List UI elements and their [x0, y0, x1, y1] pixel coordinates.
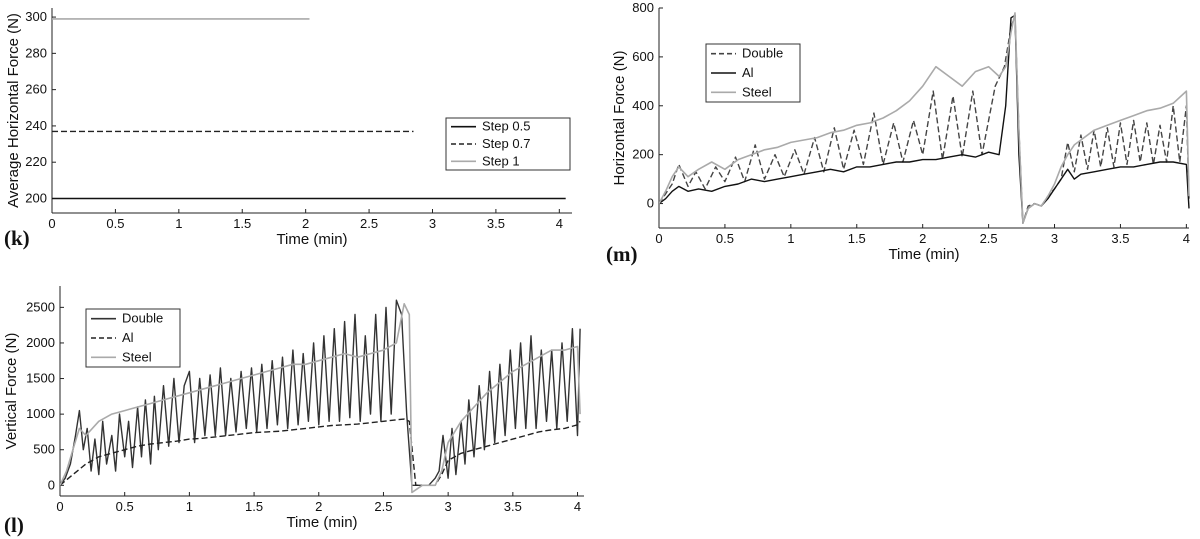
y-tick-label: 240 [25, 118, 47, 133]
x-tick-label: 1 [787, 231, 794, 246]
x-tick-label: 2 [302, 216, 309, 231]
x-tick-label: 3.5 [487, 216, 505, 231]
chart-l: 0 0.5 1 1.5 2 2.5 3 3.5 4 0 500 1000 1500 2000 2500 Tim… [3, 286, 584, 537]
series-line-steel [60, 302, 581, 494]
series-line-double [659, 14, 1190, 224]
x-tick-label: 0 [48, 216, 55, 231]
x-tick-label: 1 [175, 216, 182, 231]
y-tick-label: 200 [25, 190, 47, 205]
chart-m: 0 0.5 1 1.5 2 2.5 3 3.5 4 0 200 400 600 800 Time (min)… [606, 0, 1190, 266]
x-tick-label: 1.5 [233, 216, 251, 231]
y-axis-label: Average Horizontal Force (N) [5, 13, 22, 208]
x-tick-label: 1.5 [245, 499, 263, 514]
y-tick-label: 2000 [26, 335, 55, 350]
chart-k: 0 0.5 1 1.5 2 2.5 3 3.5 4 200 220 240 260 280 300 Time … [4, 8, 572, 250]
x-tick-label: 0.5 [106, 216, 124, 231]
y-tick-label: 220 [25, 154, 47, 169]
series-line-steel [659, 12, 1190, 224]
legend-label: Double [742, 46, 783, 61]
x-tick-label: 3.5 [504, 499, 522, 514]
panel-label: (m) [606, 242, 637, 266]
legend-label: Double [122, 311, 163, 326]
y-tick-label: 1000 [26, 406, 55, 421]
y-tick-label: 500 [33, 442, 55, 457]
legend-label: Steel [122, 349, 152, 364]
legend-label: Step 0.5 [482, 119, 530, 134]
x-tick-label: 4 [1183, 231, 1190, 246]
y-tick-label: 400 [632, 98, 654, 113]
series-line-double [60, 299, 581, 486]
x-tick-label: 1 [186, 499, 193, 514]
panel-label: (k) [4, 226, 30, 250]
x-tick-label: 3.5 [1111, 231, 1129, 246]
x-tick-label: 2 [919, 231, 926, 246]
x-tick-label: 0 [56, 499, 63, 514]
y-tick-label: 0 [48, 477, 55, 492]
x-tick-label: 2.5 [374, 499, 392, 514]
x-tick-label: 2 [315, 499, 322, 514]
y-tick-label: 200 [632, 147, 654, 162]
y-tick-label: 800 [632, 0, 654, 15]
panel-label: (l) [4, 513, 24, 537]
x-tick-label: 0.5 [716, 231, 734, 246]
x-tick-label: 2.5 [980, 231, 998, 246]
legend-label: Step 0.7 [482, 136, 530, 151]
legend-label: Step 1 [482, 153, 520, 168]
y-tick-label: 2500 [26, 299, 55, 314]
y-tick-label: 260 [25, 82, 47, 97]
y-tick-label: 1500 [26, 371, 55, 386]
x-axis-label: Time (min) [276, 231, 347, 248]
x-tick-label: 0 [655, 231, 662, 246]
x-tick-label: 2.5 [360, 216, 378, 231]
x-tick-label: 3 [429, 216, 436, 231]
x-axis-label: Time (min) [286, 514, 357, 531]
series-line-al [659, 14, 1190, 224]
y-tick-label: 280 [25, 45, 47, 60]
y-tick-label: 600 [632, 49, 654, 64]
legend-label: Steel [742, 84, 772, 99]
x-axis-label: Time (min) [888, 246, 959, 263]
x-tick-label: 4 [556, 216, 563, 231]
legend-label: Al [122, 330, 134, 345]
y-tick-label: 300 [25, 9, 47, 24]
series-line-al [60, 418, 581, 486]
y-axis-label: Horizontal Force (N) [611, 50, 628, 185]
x-tick-label: 4 [574, 499, 581, 514]
x-tick-label: 0.5 [116, 499, 134, 514]
x-tick-label: 3 [445, 499, 452, 514]
x-tick-label: 3 [1051, 231, 1058, 246]
y-axis-label: Vertical Force (N) [3, 333, 20, 450]
legend-label: Al [742, 65, 754, 80]
y-tick-label: 0 [647, 196, 654, 211]
x-tick-label: 1.5 [848, 231, 866, 246]
